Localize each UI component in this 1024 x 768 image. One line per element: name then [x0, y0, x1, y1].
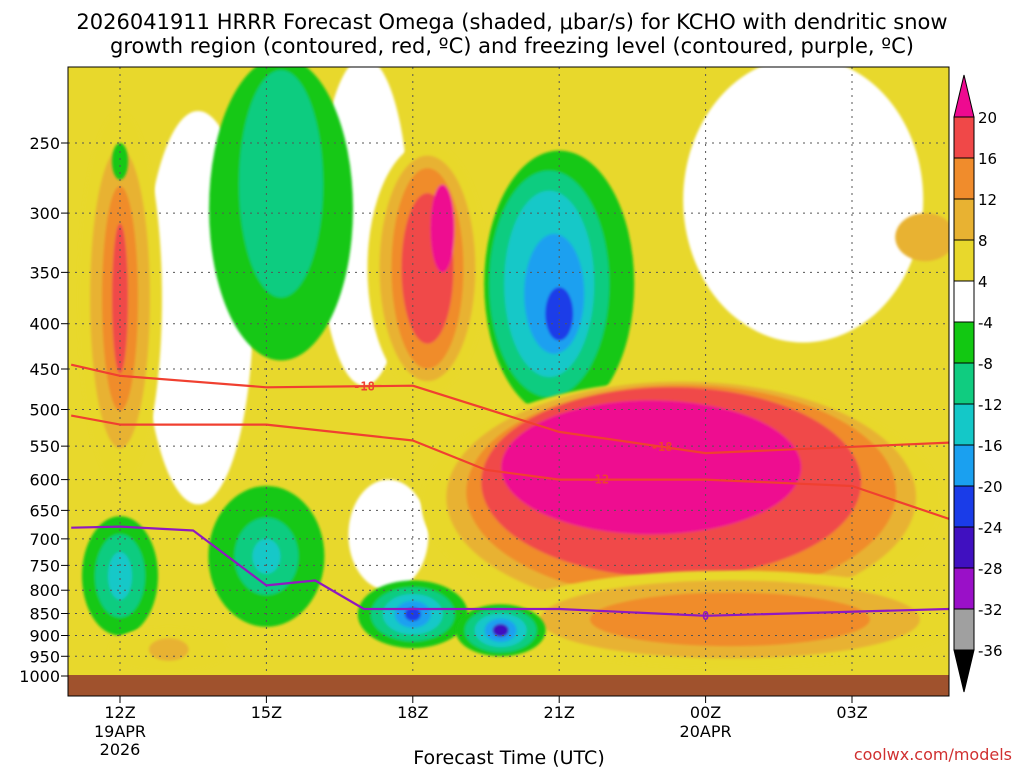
x-tick-sublabel-00Z-0: 20APR — [680, 722, 732, 741]
x-axis-label: Forecast Time (UTC) — [413, 747, 604, 768]
colorbar-tick--36: -36 — [978, 642, 1003, 660]
ascent-near-surface-13z — [108, 626, 229, 673]
y-tick-label-850: 850 — [29, 605, 60, 624]
colorbar-segment-12 — [953, 567, 975, 610]
y-tick-label-950: 950 — [29, 647, 60, 666]
colorbar-segment-9 — [953, 444, 975, 487]
ascent-lower-right-level-2 — [590, 592, 870, 647]
ascent-upper-right-corner — [895, 213, 949, 262]
y-tick-label-350: 350 — [29, 263, 60, 282]
colorbar-tick--20: -20 — [978, 478, 1003, 496]
colorbar-segment-10 — [953, 485, 975, 528]
subsidence-upper-15z — [209, 67, 354, 361]
colorbar-tick-20: 20 — [978, 109, 997, 127]
dendritic-contour-minus18 — [70, 363, 949, 455]
subsidence-21z — [484, 150, 635, 418]
colorbar-tick-12: 12 — [978, 191, 997, 209]
colorbar-segment-13 — [953, 608, 975, 651]
dendritic-contour-minus12-label-0: -12 — [587, 473, 609, 487]
dendritic-contour-minus18-label-0: -18 — [353, 379, 375, 393]
subsidence-15z-mid — [208, 485, 325, 627]
colorbar-tick--16: -16 — [978, 437, 1003, 455]
y-tick-label-400: 400 — [29, 315, 60, 334]
colorbar-tick--4: -4 — [978, 314, 993, 332]
ascent-upper-right-corner-level-0 — [895, 213, 949, 262]
y-tick-label-700: 700 — [29, 530, 60, 549]
white-zone-right-level-0 — [683, 67, 924, 343]
colorbar-segment-1 — [953, 116, 975, 159]
colorbar-tick--32: -32 — [978, 601, 1003, 619]
colorbar-tick-8: 8 — [978, 232, 988, 250]
x-tick-label-15Z: 15Z — [251, 703, 282, 722]
x-tick-label-18Z: 18Z — [397, 703, 428, 722]
subsidence-left-low-level-2 — [108, 552, 132, 600]
y-tick-label-450: 450 — [29, 360, 60, 379]
colorbar-tick--12: -12 — [978, 396, 1003, 414]
subsidence-left-top-level-0 — [112, 143, 128, 180]
y-tick-label-500: 500 — [29, 401, 60, 420]
ascent-main-mid-level-4 — [501, 400, 802, 535]
y-tick-label-800: 800 — [29, 581, 60, 600]
y-tick-label-750: 750 — [29, 556, 60, 575]
colorbar-segment-5 — [953, 280, 975, 323]
colorbar-tick-4: 4 — [978, 273, 988, 291]
colorbar-tick--24: -24 — [978, 519, 1003, 537]
contours: -18 -18 -12 0 — [70, 363, 949, 623]
y-tick-label-650: 650 — [29, 501, 60, 520]
colorbar: 20 16 12 8 4 -4 -8 -12 -16 -20 -24 -28 -32 -36 — [953, 74, 1003, 693]
colorbar-segment-2 — [953, 157, 975, 200]
subsidence-15z-mid-level-2 — [252, 538, 281, 575]
y-tick-label-250: 250 — [29, 134, 60, 153]
subsidence-left-top — [112, 143, 128, 180]
y-tick-label-550: 550 — [29, 437, 60, 456]
plot-frame — [67, 66, 950, 697]
colorbar-segment-8 — [953, 403, 975, 446]
colorbar-tick--8: -8 — [978, 355, 993, 373]
dendritic-contour-minus18-label-1: -18 — [651, 440, 673, 454]
white-zone-lower-center — [348, 479, 429, 591]
ascent-main-mid — [421, 380, 942, 625]
y-axis: 250 300 350 400 450 500 550 600 650 700 750 800 850 9… — [19, 134, 68, 686]
y-tick-label-1000: 1000 — [19, 667, 60, 686]
subsidence-20z-low-level-4 — [492, 623, 509, 637]
white-zone-right — [683, 67, 924, 343]
plot-area: -18 -18 -12 0 — [68, 67, 949, 675]
ground-surface — [68, 675, 949, 696]
colorbar-under-arrow — [953, 649, 975, 693]
colorbar-tick--28: -28 — [978, 560, 1003, 578]
y-tick-label-600: 600 — [29, 471, 60, 490]
x-tick-label-00Z: 00Z — [690, 703, 721, 722]
colorbar-segment-7 — [953, 362, 975, 405]
dendritic-contour-minus12 — [71, 414, 949, 521]
subsidence-left-low — [82, 516, 158, 636]
freezing-level-contour — [71, 525, 949, 617]
subsidence-upper-15z-level-1 — [239, 70, 324, 298]
ascent-plume-18z — [367, 143, 488, 394]
x-tick-label-21Z: 21Z — [544, 703, 575, 722]
colorbar-over-arrow — [953, 74, 975, 118]
ascent-plume-18z-level-4 — [430, 184, 455, 273]
subsidence-20z-low — [455, 604, 546, 657]
freezing-level-contour-label-0: 0 — [702, 609, 709, 623]
colorbar-tick-16: 16 — [978, 150, 997, 168]
colorbar-segment-6 — [953, 321, 975, 364]
x-tick-sublabel-12Z-1: 2026 — [100, 740, 141, 759]
x-tick-label-12Z: 12Z — [104, 703, 135, 722]
colorbar-segment-3 — [953, 198, 975, 241]
x-tick-label-03Z: 03Z — [836, 703, 867, 722]
ascent-lower-right — [500, 570, 949, 669]
white-zone-lower-center-level-0 — [348, 479, 429, 591]
chart-title-line-2: growth region (contoured, red, ºC) and f… — [110, 34, 914, 58]
ascent-near-surface-13z-level-1 — [148, 638, 189, 661]
colorbar-segment-11 — [953, 526, 975, 569]
chart-title-line-1: 2026041911 HRRR Forecast Omega (shaded, … — [76, 10, 947, 34]
credit-text: coolwx.com/models — [854, 745, 1012, 764]
y-tick-label-900: 900 — [29, 626, 60, 645]
y-tick-label-300: 300 — [29, 204, 60, 223]
colorbar-segment-4 — [953, 239, 975, 282]
x-tick-sublabel-12Z-0: 19APR — [94, 722, 146, 741]
